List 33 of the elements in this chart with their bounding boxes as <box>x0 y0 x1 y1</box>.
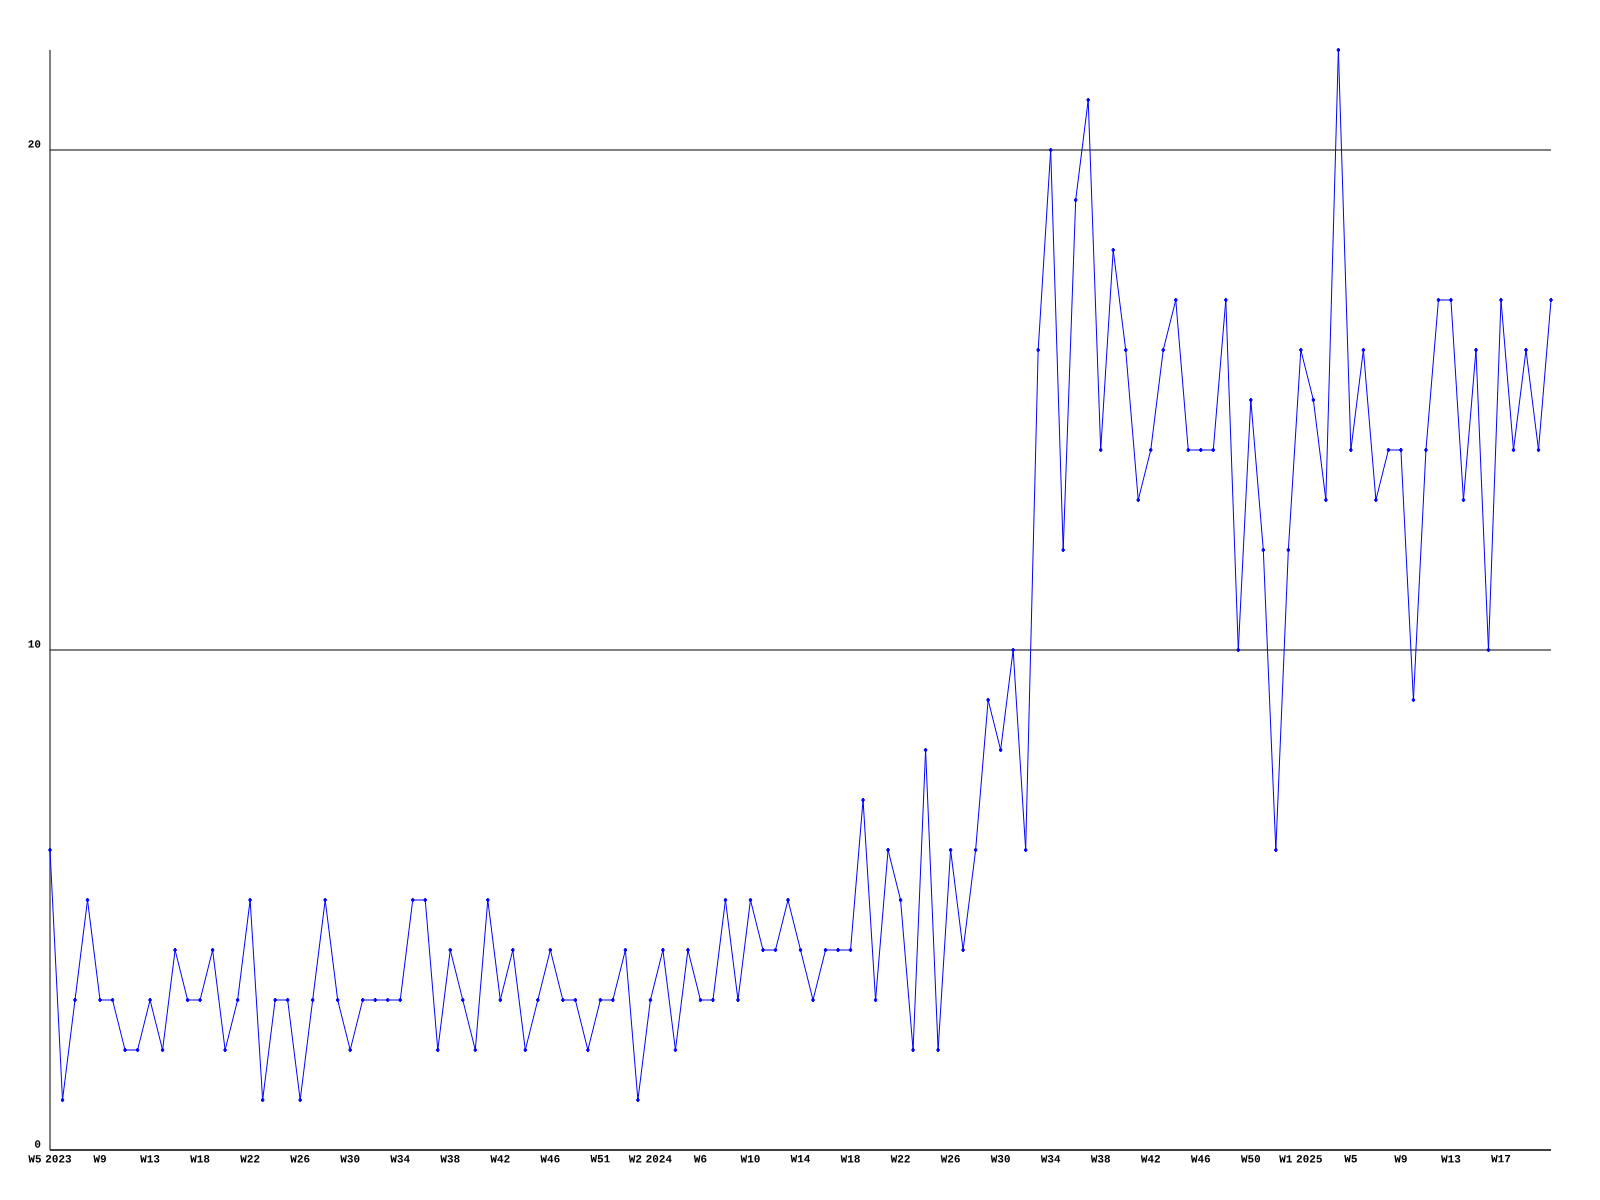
x-tick-label: W17 <box>1491 1155 1511 1163</box>
y-tick-label: 20 <box>28 140 41 148</box>
x-tick-label: W5 <box>1344 1155 1357 1163</box>
x-tick-label: W1 2025 <box>1279 1155 1322 1163</box>
x-tick-label: W9 <box>93 1155 106 1163</box>
x-tick-label: W18 <box>840 1155 860 1163</box>
x-tick-label: W22 <box>890 1155 910 1163</box>
y-tick-label: 0 <box>34 1140 41 1148</box>
x-tick-label: W9 <box>1394 1155 1407 1163</box>
x-tick-label: W2 2024 <box>628 1155 672 1163</box>
y-tick-label: 10 <box>28 640 41 648</box>
x-tick-label: W46 <box>1190 1155 1211 1163</box>
x-tick-label: W6 <box>693 1155 707 1163</box>
x-tick-label: W51 <box>590 1155 610 1163</box>
x-tick-label: W38 <box>1090 1155 1111 1163</box>
x-tick-label: W26 <box>290 1155 310 1163</box>
x-tick-label: W34 <box>390 1155 410 1163</box>
x-tick-label: W46 <box>540 1155 560 1163</box>
x-tick-label: W18 <box>190 1155 210 1163</box>
x-tick-label: W14 <box>790 1155 811 1163</box>
x-tick-label: W13 <box>140 1155 160 1163</box>
x-tick-label: W42 <box>490 1155 510 1163</box>
x-tick-label: W22 <box>240 1155 260 1163</box>
x-tick-label: W50 <box>1240 1155 1261 1163</box>
x-tick-label: W5 2023 <box>28 1155 72 1163</box>
x-tick-label: W10 <box>740 1155 760 1163</box>
x-tick-label: W34 <box>1040 1155 1061 1163</box>
x-tick-label: W30 <box>990 1155 1010 1163</box>
x-tick-label: W42 <box>1140 1155 1161 1163</box>
x-tick-label: W13 <box>1441 1155 1461 1163</box>
x-tick-label: W38 <box>440 1155 460 1163</box>
x-tick-label: W30 <box>340 1155 360 1163</box>
x-tick-label: W26 <box>940 1155 960 1163</box>
